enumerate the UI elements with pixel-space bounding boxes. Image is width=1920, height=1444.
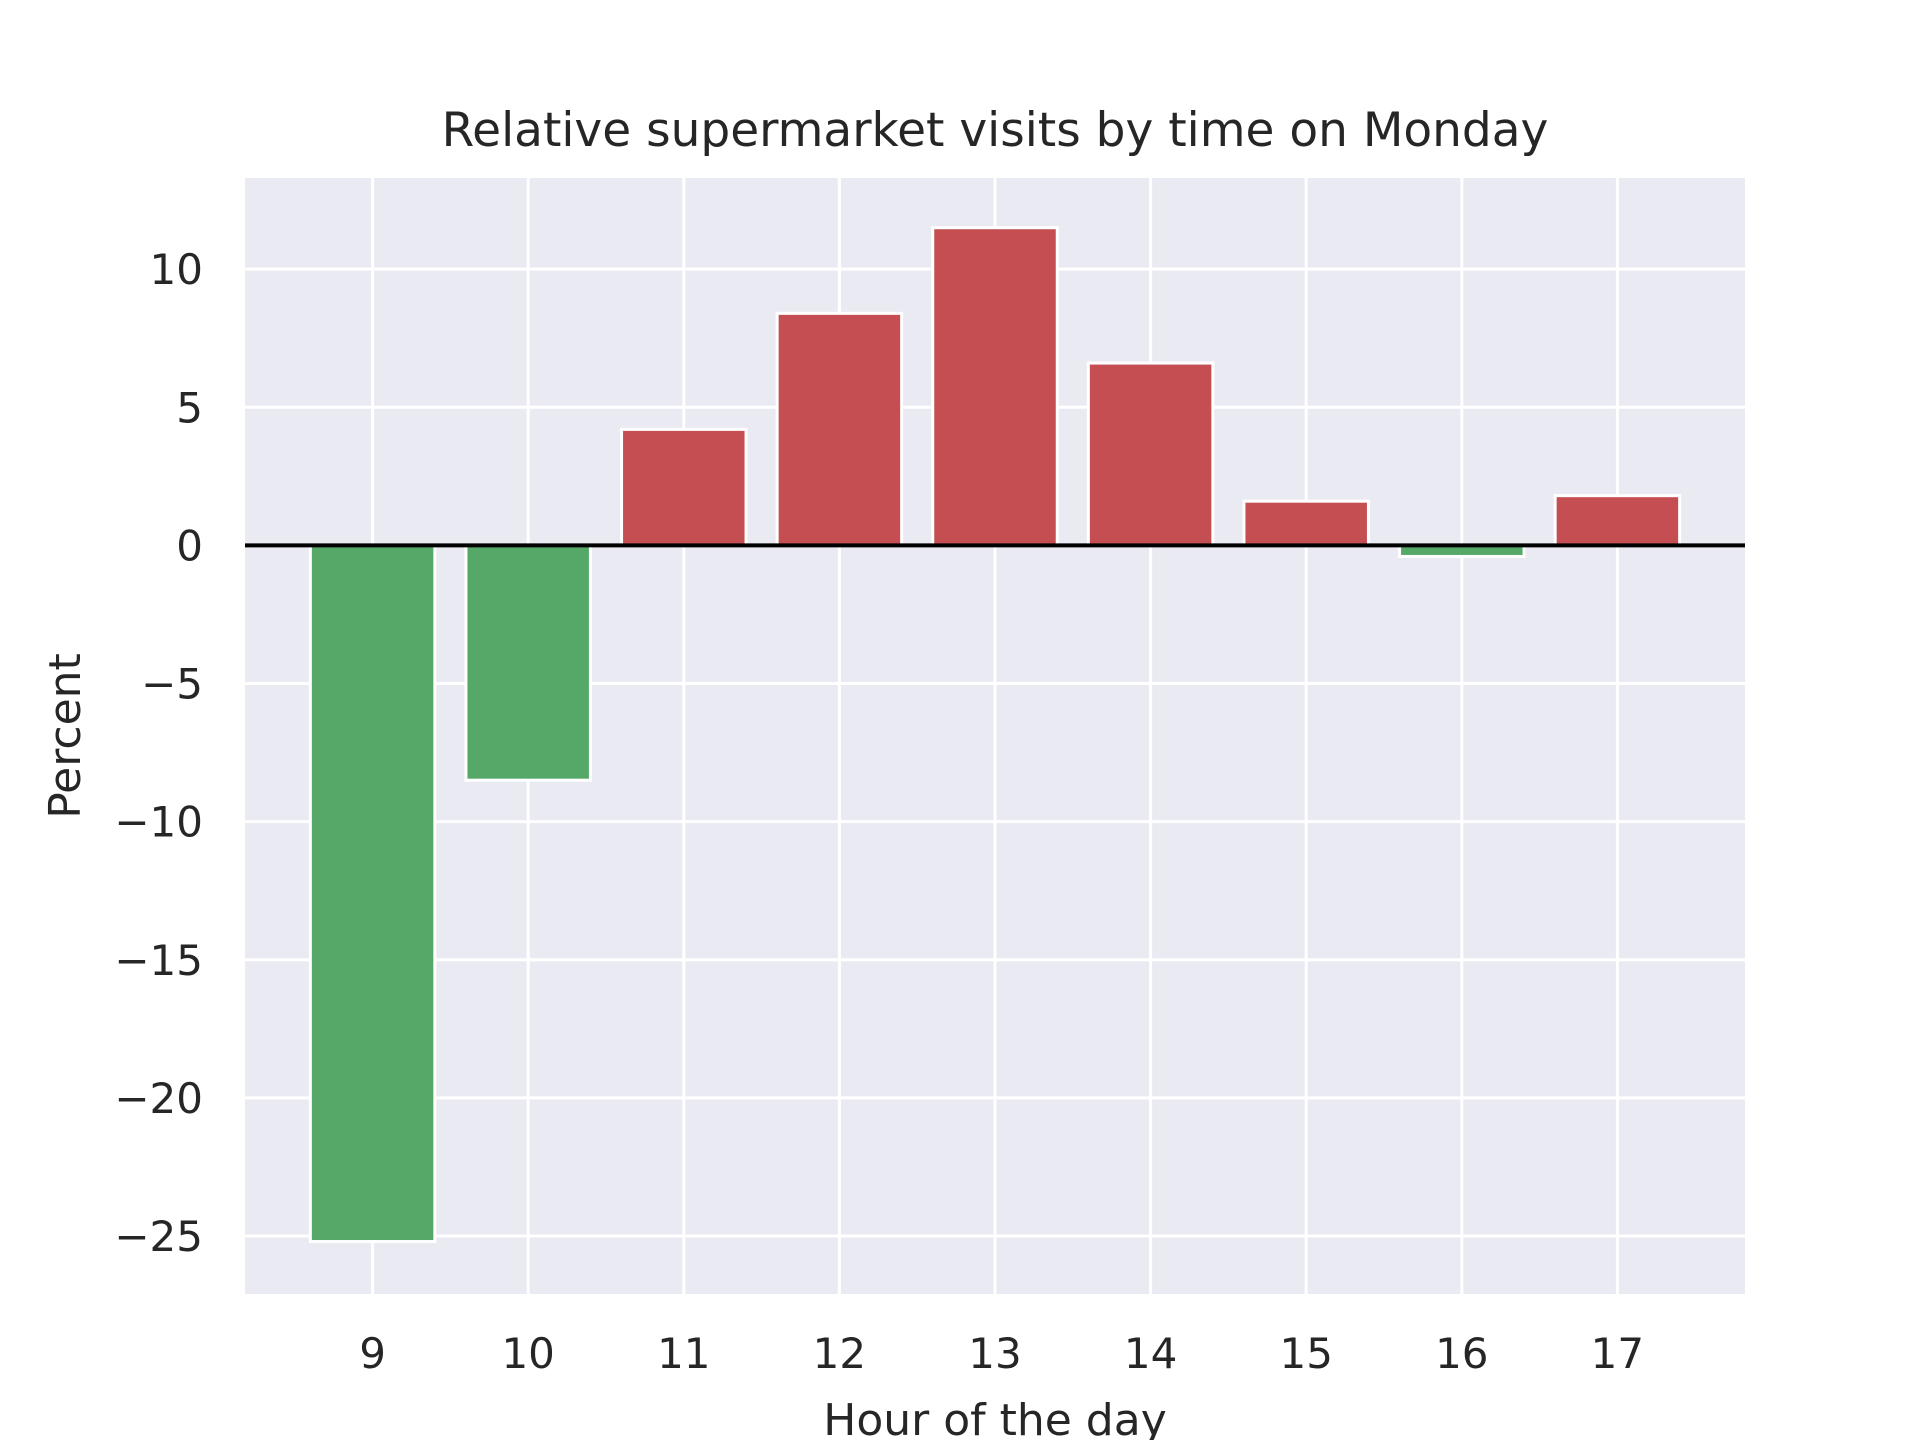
y-tick-label: 10	[150, 245, 203, 294]
bar-hour-15	[1242, 499, 1370, 547]
y-axis-title: Percent	[40, 653, 91, 819]
y-tick-label: −5	[141, 660, 203, 709]
bar-hour-11	[620, 427, 748, 547]
x-tick-labels: 9 10 11 12 13 14 15 16 17	[359, 1329, 1644, 1378]
y-tick-label: −15	[114, 936, 203, 985]
x-tick-label: 17	[1591, 1329, 1644, 1378]
bar-hour-13	[931, 226, 1059, 547]
x-tick-label: 11	[657, 1329, 710, 1378]
x-tick-label: 10	[501, 1329, 554, 1378]
chart-title: Relative supermarket visits by time on M…	[442, 103, 1549, 158]
bar-hour-10	[464, 543, 592, 782]
y-tick-label: −25	[114, 1212, 203, 1261]
bar-hour-14	[1086, 361, 1215, 547]
y-tick-labels: 10 5 0 −5 −10 −15 −20 −25	[114, 245, 203, 1261]
x-tick-label: 14	[1124, 1329, 1177, 1378]
x-tick-label: 12	[813, 1329, 866, 1378]
y-tick-label: −10	[114, 798, 203, 847]
x-tick-label: 16	[1435, 1329, 1488, 1378]
y-tick-label: −20	[114, 1074, 203, 1123]
x-tick-label: 13	[968, 1329, 1021, 1378]
y-tick-label: 5	[176, 383, 203, 432]
bars	[308, 226, 1682, 1244]
x-axis-title: Hour of the day	[823, 1395, 1167, 1440]
bar-hour-9	[308, 543, 437, 1244]
x-tick-label: 15	[1279, 1329, 1332, 1378]
x-tick-label: 9	[359, 1329, 386, 1378]
bar-hour-17	[1553, 494, 1682, 547]
y-tick-label: 0	[176, 521, 203, 570]
bar-hour-12	[775, 311, 904, 547]
